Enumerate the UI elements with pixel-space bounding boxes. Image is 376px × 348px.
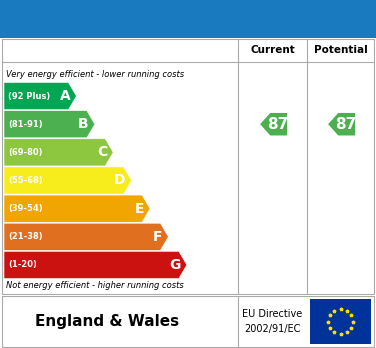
Polygon shape — [4, 167, 132, 194]
Polygon shape — [260, 113, 287, 135]
Text: Potential: Potential — [314, 45, 367, 55]
Text: 87: 87 — [267, 117, 289, 132]
Text: Not energy efficient - higher running costs: Not energy efficient - higher running co… — [6, 281, 184, 290]
Text: 2002/91/EC: 2002/91/EC — [244, 324, 301, 334]
Text: E: E — [135, 201, 144, 216]
Polygon shape — [4, 195, 150, 222]
Text: F: F — [153, 230, 162, 244]
Text: (55-68): (55-68) — [8, 176, 43, 185]
Text: A: A — [60, 89, 70, 103]
Polygon shape — [4, 82, 76, 110]
Polygon shape — [4, 111, 95, 138]
Text: G: G — [170, 258, 181, 272]
Text: C: C — [97, 145, 107, 159]
Text: D: D — [114, 174, 126, 188]
Bar — [310, 299, 371, 344]
Text: Current: Current — [250, 45, 295, 55]
Text: 87: 87 — [335, 117, 357, 132]
Polygon shape — [4, 223, 168, 250]
Text: (69-80): (69-80) — [8, 148, 42, 157]
Text: (1-20): (1-20) — [8, 260, 37, 269]
Polygon shape — [328, 113, 355, 135]
Text: (39-54): (39-54) — [8, 204, 42, 213]
Text: B: B — [78, 117, 89, 131]
Text: EU Directive: EU Directive — [243, 309, 303, 318]
Text: Energy Efficiency Rating: Energy Efficiency Rating — [15, 10, 262, 28]
Polygon shape — [4, 251, 187, 278]
Text: England & Wales: England & Wales — [35, 314, 179, 329]
Text: Very energy efficient - lower running costs: Very energy efficient - lower running co… — [6, 70, 184, 79]
Text: (81-91): (81-91) — [8, 120, 42, 129]
Polygon shape — [4, 139, 113, 166]
Text: (21-38): (21-38) — [8, 232, 42, 241]
Text: (92 Plus): (92 Plus) — [8, 92, 50, 101]
